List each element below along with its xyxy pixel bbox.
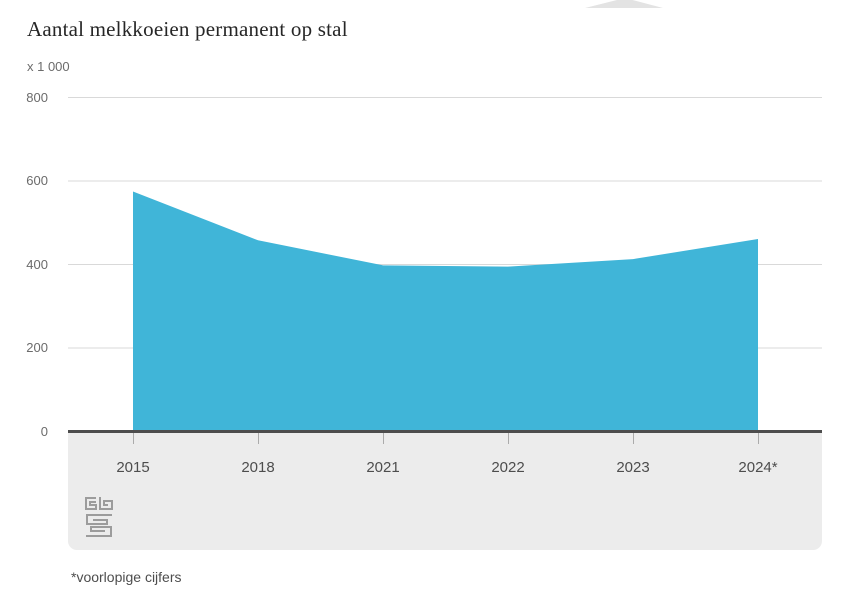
chart-title: Aantal melkkoeien permanent op stal (27, 17, 348, 41)
y-axis-label: 800 (26, 89, 48, 105)
footnote: *voorlopige cijfers (71, 569, 182, 585)
cbs-logo-icon (85, 497, 113, 537)
x-axis-label: 2023 (616, 459, 650, 476)
collapsed-tooltip-arrow-icon (585, 0, 663, 8)
x-axis-label: 2021 (366, 459, 400, 476)
x-axis-tick (633, 433, 634, 444)
x-axis-tick (508, 433, 509, 444)
y-axis-label: 0 (40, 423, 48, 439)
x-axis-tick (758, 433, 759, 444)
x-axis-label: 2022 (491, 459, 525, 476)
x-axis-tick (383, 433, 384, 444)
chart-footer-panel (68, 433, 822, 550)
x-axis-label: 2018 (241, 459, 275, 476)
x-axis-baseline (68, 430, 822, 433)
x-axis-tick (258, 433, 259, 444)
x-axis-label: 2015 (116, 459, 150, 476)
area-series[interactable] (133, 191, 758, 432)
x-axis-tick (133, 433, 134, 444)
y-axis-unit-label: x 1 000 (27, 59, 70, 74)
x-axis-label: 2024* (738, 459, 778, 476)
y-axis-label: 600 (26, 173, 48, 188)
y-axis-label: 400 (26, 256, 48, 272)
y-axis-label: 200 (26, 340, 48, 355)
